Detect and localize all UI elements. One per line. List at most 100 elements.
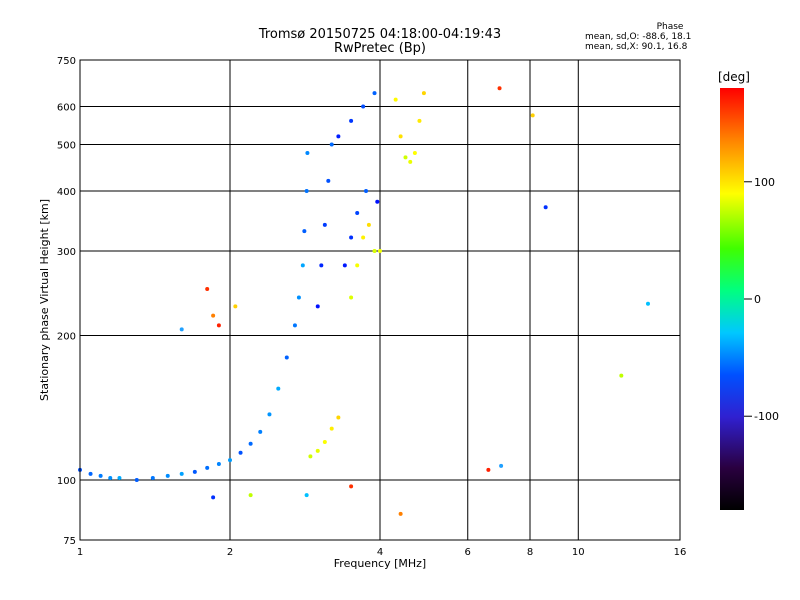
data-point: [179, 327, 184, 332]
data-point: [165, 473, 170, 478]
x-tick-label: 10: [572, 547, 585, 558]
phase-header: Phase: [656, 22, 684, 32]
data-point: [98, 473, 103, 478]
data-point: [238, 450, 243, 455]
y-axis-label: Stationary phase Virtual Height [km]: [38, 199, 51, 401]
data-point: [117, 475, 122, 480]
data-point: [319, 263, 324, 268]
y-axis-ticks: 75 100 200 300 400 500 600 750: [57, 56, 76, 547]
x-tick-label: 6: [465, 547, 471, 558]
data-point: [179, 471, 184, 476]
data-point: [361, 104, 366, 109]
data-point: [315, 448, 320, 453]
y-tick-label: 400: [57, 187, 76, 198]
x-tick-label: 2: [227, 547, 233, 558]
data-point: [342, 263, 347, 268]
data-point: [192, 469, 197, 474]
data-point: [530, 113, 535, 118]
x-tick-label: 1: [77, 547, 83, 558]
data-point: [355, 211, 360, 216]
y-tick-label: 600: [57, 103, 76, 114]
colorbar-tick-label: -100: [754, 410, 779, 423]
data-point: [349, 295, 354, 300]
data-point: [108, 475, 113, 480]
data-point: [248, 441, 253, 446]
phase-x-stats: mean, sd,X: 90.1, 16.8: [585, 42, 688, 52]
data-point: [372, 249, 377, 254]
data-point: [619, 373, 624, 378]
data-point: [336, 415, 341, 420]
data-point: [412, 151, 417, 156]
data-point: [645, 301, 650, 306]
data-point: [305, 151, 310, 156]
colorbar-ticks: 100 0 -100: [744, 176, 779, 423]
data-point: [378, 249, 382, 254]
data-point: [408, 159, 413, 164]
y-tick-label: 100: [57, 476, 76, 487]
chart-subtitle: RwPretec (Bp): [333, 41, 427, 56]
x-tick-label: 16: [674, 547, 687, 558]
x-axis-ticks: 1 2 4 6 8 10 16: [77, 547, 687, 558]
data-point: [393, 97, 398, 102]
data-point: [497, 86, 502, 91]
data-point: [361, 235, 366, 240]
data-point: [205, 287, 210, 292]
y-tick-label: 750: [57, 56, 76, 67]
data-point: [336, 134, 341, 139]
data-point: [349, 484, 354, 489]
plot-frame: [79, 59, 681, 541]
y-tick-label: 300: [57, 247, 76, 258]
data-point: [276, 386, 281, 391]
data-point: [398, 511, 403, 516]
data-point: [302, 229, 307, 234]
data-point: [349, 118, 354, 123]
grid-lines: [80, 60, 680, 540]
x-tick-label: 8: [527, 547, 533, 558]
data-point: [88, 471, 93, 476]
data-point: [211, 313, 216, 318]
data-point: [326, 178, 331, 183]
data-point: [421, 91, 426, 96]
data-point: [228, 458, 232, 463]
x-axis-label: Frequency [MHz]: [334, 557, 426, 570]
data-point: [205, 465, 210, 470]
data-point: [292, 323, 297, 328]
chart-title: Tromsø 20150725 04:18:00-04:19:43: [258, 27, 502, 42]
data-point: [355, 263, 360, 268]
data-point: [364, 189, 369, 194]
data-point: [216, 323, 221, 328]
phase-o-stats: mean, sd,O: -88.6, 18.1: [585, 32, 692, 42]
data-point: [403, 155, 408, 160]
data-point: [349, 235, 354, 240]
data-point: [398, 134, 403, 139]
y-tick-label: 200: [57, 332, 76, 343]
data-point: [258, 429, 263, 434]
x-tick-label: 4: [377, 547, 383, 558]
data-point: [308, 454, 313, 459]
colorbar: [720, 88, 744, 510]
data-point: [315, 304, 320, 309]
data-point: [322, 440, 327, 445]
data-point: [304, 493, 309, 498]
data-point: [499, 463, 504, 468]
data-point: [134, 478, 139, 483]
data-point: [150, 475, 155, 480]
data-point: [248, 493, 253, 498]
data-point: [296, 295, 301, 300]
colorbar-label: [deg]: [718, 70, 750, 84]
data-point: [329, 426, 334, 431]
data-point: [216, 461, 221, 466]
data-point: [322, 222, 327, 227]
data-point: [375, 199, 380, 204]
y-tick-label: 500: [57, 141, 76, 152]
data-point: [417, 118, 422, 123]
data-point: [304, 189, 309, 194]
data-point: [284, 355, 289, 360]
data-point: [486, 467, 491, 472]
data-point: [329, 142, 334, 147]
colorbar-tick-label: 100: [754, 176, 775, 189]
phase-statistics: Phase mean, sd,O: -88.6, 18.1 mean, sd,X…: [585, 22, 725, 52]
y-tick-label: 75: [63, 536, 76, 547]
data-point: [372, 91, 377, 96]
